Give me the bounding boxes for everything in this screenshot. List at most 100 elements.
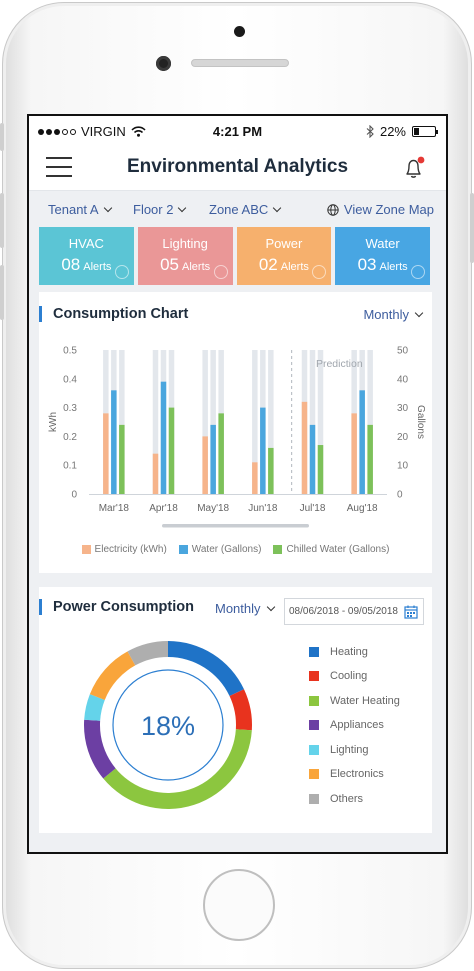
bar xyxy=(351,413,357,494)
bar xyxy=(260,407,266,494)
front-camera xyxy=(156,56,171,71)
bar-background xyxy=(210,350,216,494)
legend-label: Electronics xyxy=(330,768,384,781)
alert-card-power[interactable]: Power 02 Alerts xyxy=(236,227,332,285)
app-screen: VIRGIN 4:21 PM 22% Environmental Analyti… xyxy=(27,114,448,854)
alert-card-lighting[interactable]: Lighting 05 Alerts xyxy=(137,227,233,285)
mute-switch xyxy=(0,123,4,151)
y2-tick-label: 50 xyxy=(397,346,409,357)
tenant-filter[interactable]: Tenant A xyxy=(48,202,112,217)
status-bar: VIRGIN 4:21 PM 22% xyxy=(29,116,446,146)
y-tick-label: 0.1 xyxy=(63,461,77,472)
bar-background xyxy=(202,350,208,494)
alert-count-label: Alerts xyxy=(182,261,211,273)
chevron-down-icon xyxy=(273,203,282,213)
x-tick-label: May'18 xyxy=(197,503,229,514)
alert-count: 02 xyxy=(258,255,278,274)
alert-cards: HVAC 08 Alerts Lighting 05 Alerts Power … xyxy=(39,227,430,285)
date-range-picker[interactable]: 08/06/2018 - 09/05/2018 xyxy=(284,598,424,625)
y2-axis-label: Gallons xyxy=(415,405,426,439)
alert-card-water[interactable]: Water 03 Alerts xyxy=(335,227,430,285)
power-consumption-title: Power Consumption xyxy=(39,599,194,615)
y2-tick-label: 30 xyxy=(397,403,409,414)
earpiece-speaker xyxy=(191,59,289,67)
notification-dot xyxy=(417,156,425,164)
bar xyxy=(317,445,324,494)
chevron-down-icon xyxy=(103,203,112,213)
power-period-label: Monthly xyxy=(215,601,261,616)
floor-filter[interactable]: Floor 2 xyxy=(133,202,187,217)
alert-card-hvac[interactable]: HVAC 08 Alerts xyxy=(39,227,134,285)
bluetooth-icon xyxy=(366,125,374,138)
legend-label: Electricity (kWh) xyxy=(94,544,167,555)
donut-slice-water-heating xyxy=(103,729,252,809)
chevron-down-icon xyxy=(178,203,187,213)
bar xyxy=(111,390,117,494)
power-button xyxy=(470,193,474,263)
clock: 4:21 PM xyxy=(212,124,263,139)
bar xyxy=(252,462,258,494)
bar xyxy=(210,424,216,494)
alert-card-title: HVAC xyxy=(68,236,104,251)
legend-label: Water Heating xyxy=(330,694,400,707)
alert-card-title: Water xyxy=(365,236,400,251)
legend-item-heating: Heating xyxy=(309,645,400,658)
y-tick-label: 0.3 xyxy=(63,403,77,414)
power-legend: Heating Cooling Water Heating Appliances… xyxy=(309,645,400,806)
consumption-chart-panel: Consumption Chart Monthly 0 0.1 0.2 0.3 0.4 0… xyxy=(39,292,432,573)
alert-count: 05 xyxy=(160,255,180,274)
legend-item-water: Water (Gallons) xyxy=(178,544,261,555)
legend-item-water-heating: Water Heating xyxy=(309,694,400,707)
donut-inner-ring xyxy=(112,669,224,781)
y-tick-label: 0 xyxy=(71,490,77,501)
power-consumption-panel: Power Consumption Monthly 08/06/2018 - 0… xyxy=(39,587,432,833)
water-drop-icon xyxy=(411,265,425,279)
donut-slice-electronics xyxy=(89,651,136,700)
y-axis-label: kWh xyxy=(48,412,59,432)
globe-icon xyxy=(327,203,339,216)
y2-tick-label: 0 xyxy=(397,490,403,501)
menu-icon[interactable] xyxy=(46,157,72,177)
signal-strength-icon xyxy=(38,128,76,135)
floor-filter-label: Floor 2 xyxy=(133,202,174,217)
x-tick-label: Aug'18 xyxy=(347,503,378,514)
x-tick-label: Jun'18 xyxy=(248,503,278,514)
zone-filter-label: Zone ABC xyxy=(209,202,269,217)
y-tick-label: 0.4 xyxy=(63,374,77,385)
zone-filter[interactable]: Zone ABC xyxy=(209,202,282,217)
consumption-period-dropdown[interactable]: Monthly xyxy=(363,307,424,322)
legend-item-cooling: Cooling xyxy=(309,670,400,683)
app-header: Environmental Analytics xyxy=(29,146,446,191)
legend-label: Lighting xyxy=(330,743,369,756)
bar xyxy=(160,381,167,494)
home-button[interactable] xyxy=(203,869,275,941)
horizontal-scrollbar xyxy=(162,524,309,528)
alert-count-label: Alerts xyxy=(83,261,112,273)
bar xyxy=(309,424,316,494)
view-zone-map-label: View Zone Map xyxy=(343,202,434,217)
donut-slice-lighting xyxy=(84,694,105,721)
hvac-icon xyxy=(114,265,129,279)
view-zone-map-link[interactable]: View Zone Map xyxy=(327,202,434,217)
y2-tick-label: 10 xyxy=(397,461,409,472)
alert-card-title: Lighting xyxy=(162,236,208,251)
bar xyxy=(359,390,365,494)
legend-label: Cooling xyxy=(330,670,368,683)
donut-slice-cooling xyxy=(229,689,252,731)
bar-background xyxy=(367,350,373,494)
x-tick-label: Mar'18 xyxy=(99,503,130,514)
legend-item-others: Others xyxy=(309,793,400,806)
page-title: Environmental Analytics xyxy=(126,156,349,177)
bar xyxy=(168,407,175,494)
power-donut-chart: 18% xyxy=(84,641,252,809)
bar xyxy=(218,413,224,494)
battery-icon xyxy=(412,126,438,137)
prediction-label: Prediction xyxy=(316,358,363,370)
notifications-button[interactable] xyxy=(401,156,427,185)
alert-card-title: Power xyxy=(265,236,303,251)
power-period-dropdown[interactable]: Monthly xyxy=(215,601,275,616)
proximity-sensor xyxy=(234,26,245,37)
donut-slice-appliances xyxy=(84,719,116,779)
bar xyxy=(152,453,159,494)
bar-background xyxy=(309,350,316,494)
